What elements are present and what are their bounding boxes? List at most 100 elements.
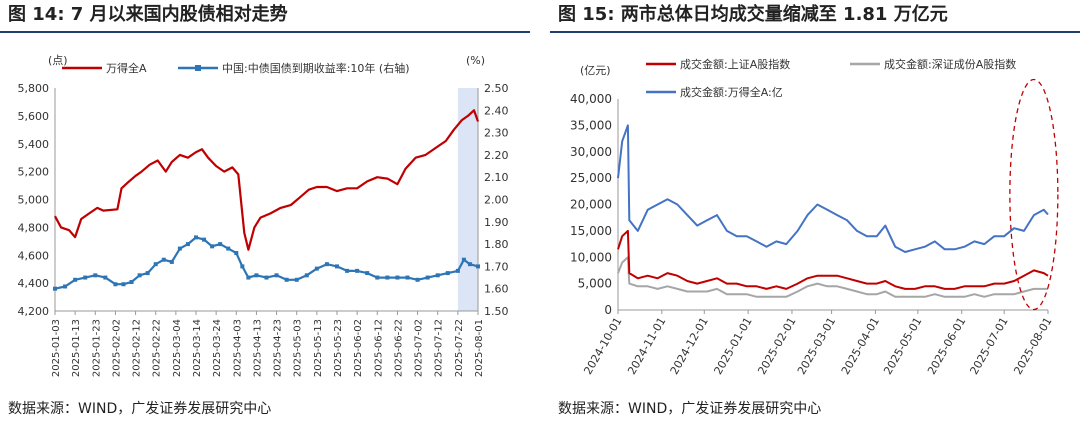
- series-point-bond-yield: [345, 268, 350, 273]
- series-point-bond-yield: [476, 264, 480, 269]
- series-point-bond-yield: [113, 282, 118, 287]
- x-tick-label: 2025-04-03: [232, 319, 243, 377]
- series-point-bond-yield: [73, 277, 78, 282]
- series-point-bond-yield: [218, 242, 223, 247]
- source-note: 数据来源：WIND，广发证券发展研究中心: [8, 401, 272, 417]
- x-tick-label: 2025-03-04: [172, 319, 183, 377]
- y-tick-label: 40,000: [570, 92, 612, 106]
- series-line-bond-yield: [54, 236, 479, 290]
- title-divider: [0, 31, 530, 33]
- series-point-bond-yield: [169, 259, 174, 264]
- x-tick-label: 2024-10-01: [581, 315, 624, 377]
- series-point-bond-yield: [425, 275, 430, 280]
- series-point-bond-yield: [161, 257, 166, 262]
- y2-tick-label: 2.40: [484, 104, 509, 117]
- series-point-bond-yield: [145, 271, 150, 276]
- series-point-bond-yield: [385, 275, 390, 280]
- series-point-bond-yield: [121, 282, 126, 287]
- x-tick-label: 2025-07-22: [454, 319, 465, 377]
- series-point-bond-yield: [435, 273, 440, 278]
- right-unit-label: (%): [466, 54, 485, 67]
- series-point-bond-yield: [210, 244, 215, 249]
- series-point-bond-yield: [129, 280, 134, 285]
- y-tick-label: 4,400: [18, 277, 50, 290]
- y2-tick-label: 1.70: [484, 260, 509, 273]
- series-point-bond-yield: [284, 277, 289, 282]
- y2-tick-label: 2.00: [484, 194, 509, 207]
- source-note: 数据来源：WIND，广发证券发展研究中心: [558, 401, 822, 417]
- title-divider: [550, 31, 1080, 33]
- x-tick-label: 2025-04-23: [273, 319, 284, 377]
- y-tick-label: 30,000: [570, 145, 612, 159]
- y-tick-label: 35,000: [570, 118, 612, 132]
- series-point-bond-yield: [405, 275, 410, 280]
- y2-tick-label: 1.90: [484, 216, 509, 229]
- chart-title: 图 14: 7 月以来国内股债相对走势: [8, 4, 288, 25]
- y-tick-label: 5,000: [578, 277, 612, 291]
- x-tick-label: 2025-03-14: [192, 319, 203, 377]
- series-point-bond-yield: [461, 257, 466, 262]
- x-tick-label: 2025-02-02: [111, 319, 122, 377]
- series-line-shenzhen: [617, 256, 1048, 298]
- series-point-bond-yield: [467, 262, 472, 267]
- series-point-bond-yield: [375, 275, 380, 280]
- legend-label-wind-a: 万得全A: [106, 61, 147, 75]
- series-point-bond-yield: [153, 262, 158, 267]
- y2-tick-label: 2.30: [484, 127, 509, 140]
- y-tick-label: 5,200: [18, 166, 50, 179]
- x-tick-label: 2025-06-22: [393, 319, 404, 377]
- series-point-bond-yield: [445, 271, 450, 276]
- series-line-shanghai: [617, 229, 1049, 290]
- series-point-bond-yield: [240, 264, 245, 269]
- x-tick-label: 2025-06-01: [925, 315, 968, 377]
- series-point-bond-yield: [355, 268, 360, 273]
- y-tick-label: 20,000: [570, 198, 612, 212]
- stock-bond-chart: (点) (%) 4,200 4,400 4,600 4,800 5,000 5,200 5,40…: [18, 54, 509, 377]
- y-tick-label: 4,800: [18, 221, 50, 234]
- legend-label-shanghai: 成交金额:上证A股指数: [680, 57, 790, 71]
- chart-panel-1: 图 14: 7 月以来国内股债相对走势 (点) (%) 4,200 4,400 4,60…: [0, 0, 530, 425]
- series-point-bond-yield: [93, 273, 98, 278]
- left-unit-label: (点): [48, 54, 68, 67]
- y2-tick-label: 2.20: [484, 149, 509, 162]
- series-point-bond-yield: [226, 246, 231, 251]
- series-point-bond-yield: [63, 284, 68, 289]
- y-tick-label: 5,600: [18, 110, 50, 123]
- x-tick-label: 2024-12-01: [668, 315, 711, 377]
- series-point-bond-yield: [246, 275, 251, 280]
- series-point-bond-yield: [395, 275, 400, 280]
- series-point-bond-yield: [455, 268, 460, 273]
- legend-label-bond-yield: 中国:中债国债到期收益率:10年 (右轴): [222, 61, 410, 75]
- y-tick-label: 15,000: [570, 224, 612, 238]
- y-tick-label: 0: [604, 303, 612, 317]
- left-unit-label: (亿元): [580, 64, 611, 77]
- x-tick-label: 2025-04-01: [839, 315, 882, 377]
- y2-tick-label: 1.50: [484, 305, 509, 318]
- x-tick-label: 2025-05-01: [881, 315, 924, 377]
- series-point-bond-yield: [274, 273, 279, 278]
- series-line-wind-a: [617, 124, 1049, 253]
- series-point-bond-yield: [304, 273, 309, 278]
- y-tick-label: 25,000: [570, 171, 612, 185]
- y-tick-label: 5,800: [18, 82, 50, 95]
- x-tick-label: 2025-08-01: [1011, 315, 1054, 377]
- legend-marker-bond-yield: [195, 65, 201, 71]
- turnover-chart: (亿元) 0 5,000 10,000 15,000 20,000 25,000 30,000…: [570, 57, 1059, 377]
- x-tick-label: 2025-02-22: [152, 319, 163, 377]
- series-point-bond-yield: [365, 271, 370, 276]
- series-point-bond-yield: [264, 275, 269, 280]
- x-tick-label: 2025-03-24: [212, 319, 223, 377]
- x-tick-label: 2025-01-03: [51, 319, 62, 377]
- series-point-bond-yield: [254, 273, 259, 278]
- x-tick-label: 2025-03-01: [795, 315, 838, 377]
- x-tick-label: 2025-02-01: [755, 315, 798, 377]
- x-tick-label: 2024-11-01: [625, 315, 668, 377]
- x-tick-label: 2025-02-12: [132, 319, 143, 377]
- series-point-bond-yield: [53, 286, 57, 291]
- x-tick-label: 2025-01-13: [71, 319, 82, 377]
- series-point-bond-yield: [137, 273, 142, 278]
- x-tick-label: 2025-06-12: [373, 319, 384, 377]
- x-tick-label: 2025-07-02: [414, 319, 425, 377]
- series-point-bond-yield: [202, 237, 207, 242]
- series-point-bond-yield: [177, 246, 182, 251]
